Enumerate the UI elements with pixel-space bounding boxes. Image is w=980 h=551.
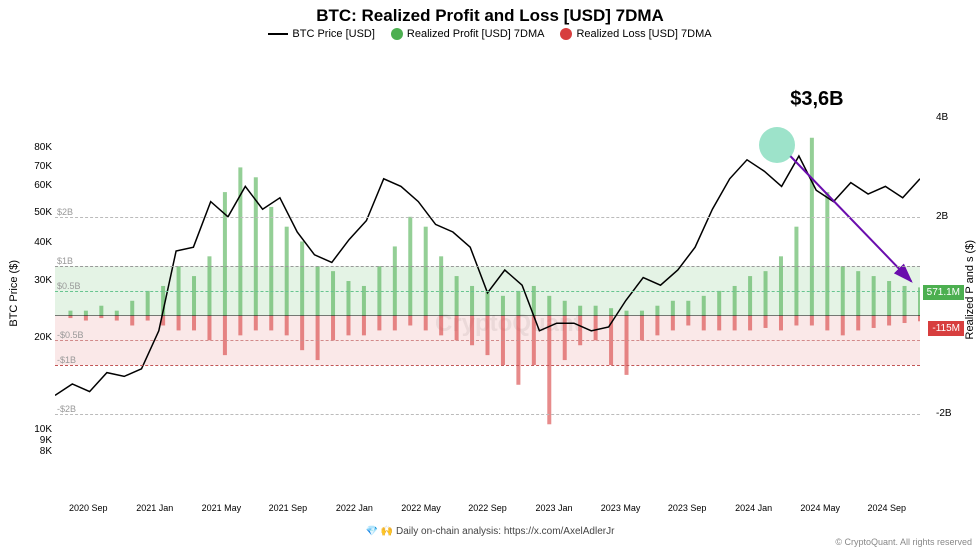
reference-label: -$1B xyxy=(57,355,76,365)
copyright-text: © CryptoQuant. All rights reserved xyxy=(835,537,972,547)
annotation-circle xyxy=(759,127,795,163)
y-right-tick: 4B xyxy=(936,112,966,123)
y-right-tick: -2B xyxy=(936,408,966,419)
x-tick: 2024 Sep xyxy=(867,503,906,513)
legend-label: Realized Profit [USD] 7DMA xyxy=(407,28,545,40)
x-tick: 2021 Jan xyxy=(136,503,173,513)
x-tick: 2024 May xyxy=(800,503,840,513)
y-left-tick: 30K xyxy=(22,275,52,286)
y-left-tick: 70K xyxy=(22,161,52,172)
reference-line xyxy=(55,217,920,218)
chart-container: CryptoQuant $3,6B 571.1M -115M $2B$1B$0.… xyxy=(55,60,920,500)
reference-label: $0.5B xyxy=(57,281,81,291)
reference-line xyxy=(55,365,920,366)
y-left-tick: 40K xyxy=(22,237,52,248)
y-left-tick: 8K xyxy=(22,446,52,457)
value-badge-loss: -115M xyxy=(928,321,964,336)
x-tick: 2022 May xyxy=(401,503,441,513)
y-right-axis-label: Realized P and s ($) xyxy=(964,240,976,339)
y-left-tick: 80K xyxy=(22,142,52,153)
x-tick: 2021 May xyxy=(202,503,242,513)
reference-line xyxy=(55,266,920,267)
chart-title: BTC: Realized Profit and Loss [USD] 7DMA xyxy=(0,6,980,26)
reference-label: $1B xyxy=(57,256,73,266)
reference-label: -$2B xyxy=(57,404,76,414)
y-left-tick: 60K xyxy=(22,180,52,191)
legend-swatch-line xyxy=(268,33,288,35)
x-tick: 2022 Sep xyxy=(468,503,507,513)
legend-label: BTC Price [USD] xyxy=(292,28,375,40)
x-tick: 2021 Sep xyxy=(269,503,308,513)
x-tick: 2023 May xyxy=(601,503,641,513)
y-right-tick: 2B xyxy=(936,211,966,222)
plot-area: $3,6B 571.1M -115M $2B$1B$0.5B-$0.5B-$1B… xyxy=(55,80,920,460)
annotation-peak-label: $3,6B xyxy=(790,88,843,111)
x-tick: 2022 Jan xyxy=(336,503,373,513)
footer-text: 💎 🙌 Daily on-chain analysis: https://x.c… xyxy=(0,526,980,537)
legend-item-price: BTC Price [USD] xyxy=(268,28,375,40)
y-left-tick: 20K xyxy=(22,332,52,343)
legend-label: Realized Loss [USD] 7DMA xyxy=(576,28,711,40)
y-left-tick: 50K xyxy=(22,207,52,218)
x-tick: 2023 Sep xyxy=(668,503,707,513)
legend-swatch-dot xyxy=(391,28,403,40)
legend-swatch-dot xyxy=(560,28,572,40)
x-tick: 2024 Jan xyxy=(735,503,772,513)
x-tick: 2020 Sep xyxy=(69,503,108,513)
reference-line xyxy=(55,340,920,341)
reference-label: $2B xyxy=(57,207,73,217)
y-left-tick: 10K xyxy=(22,424,52,435)
y-left-tick: 9K xyxy=(22,435,52,446)
legend-item-loss: Realized Loss [USD] 7DMA xyxy=(560,28,711,40)
legend-item-profit: Realized Profit [USD] 7DMA xyxy=(391,28,545,40)
reference-line xyxy=(55,291,920,292)
reference-line xyxy=(55,414,920,415)
y-left-axis-label: BTC Price ($) xyxy=(8,260,20,327)
value-badge-profit: 571.1M xyxy=(923,285,964,300)
reference-label: -$0.5B xyxy=(57,330,84,340)
x-tick: 2023 Jan xyxy=(536,503,573,513)
chart-legend: BTC Price [USD] Realized Profit [USD] 7D… xyxy=(0,28,980,40)
